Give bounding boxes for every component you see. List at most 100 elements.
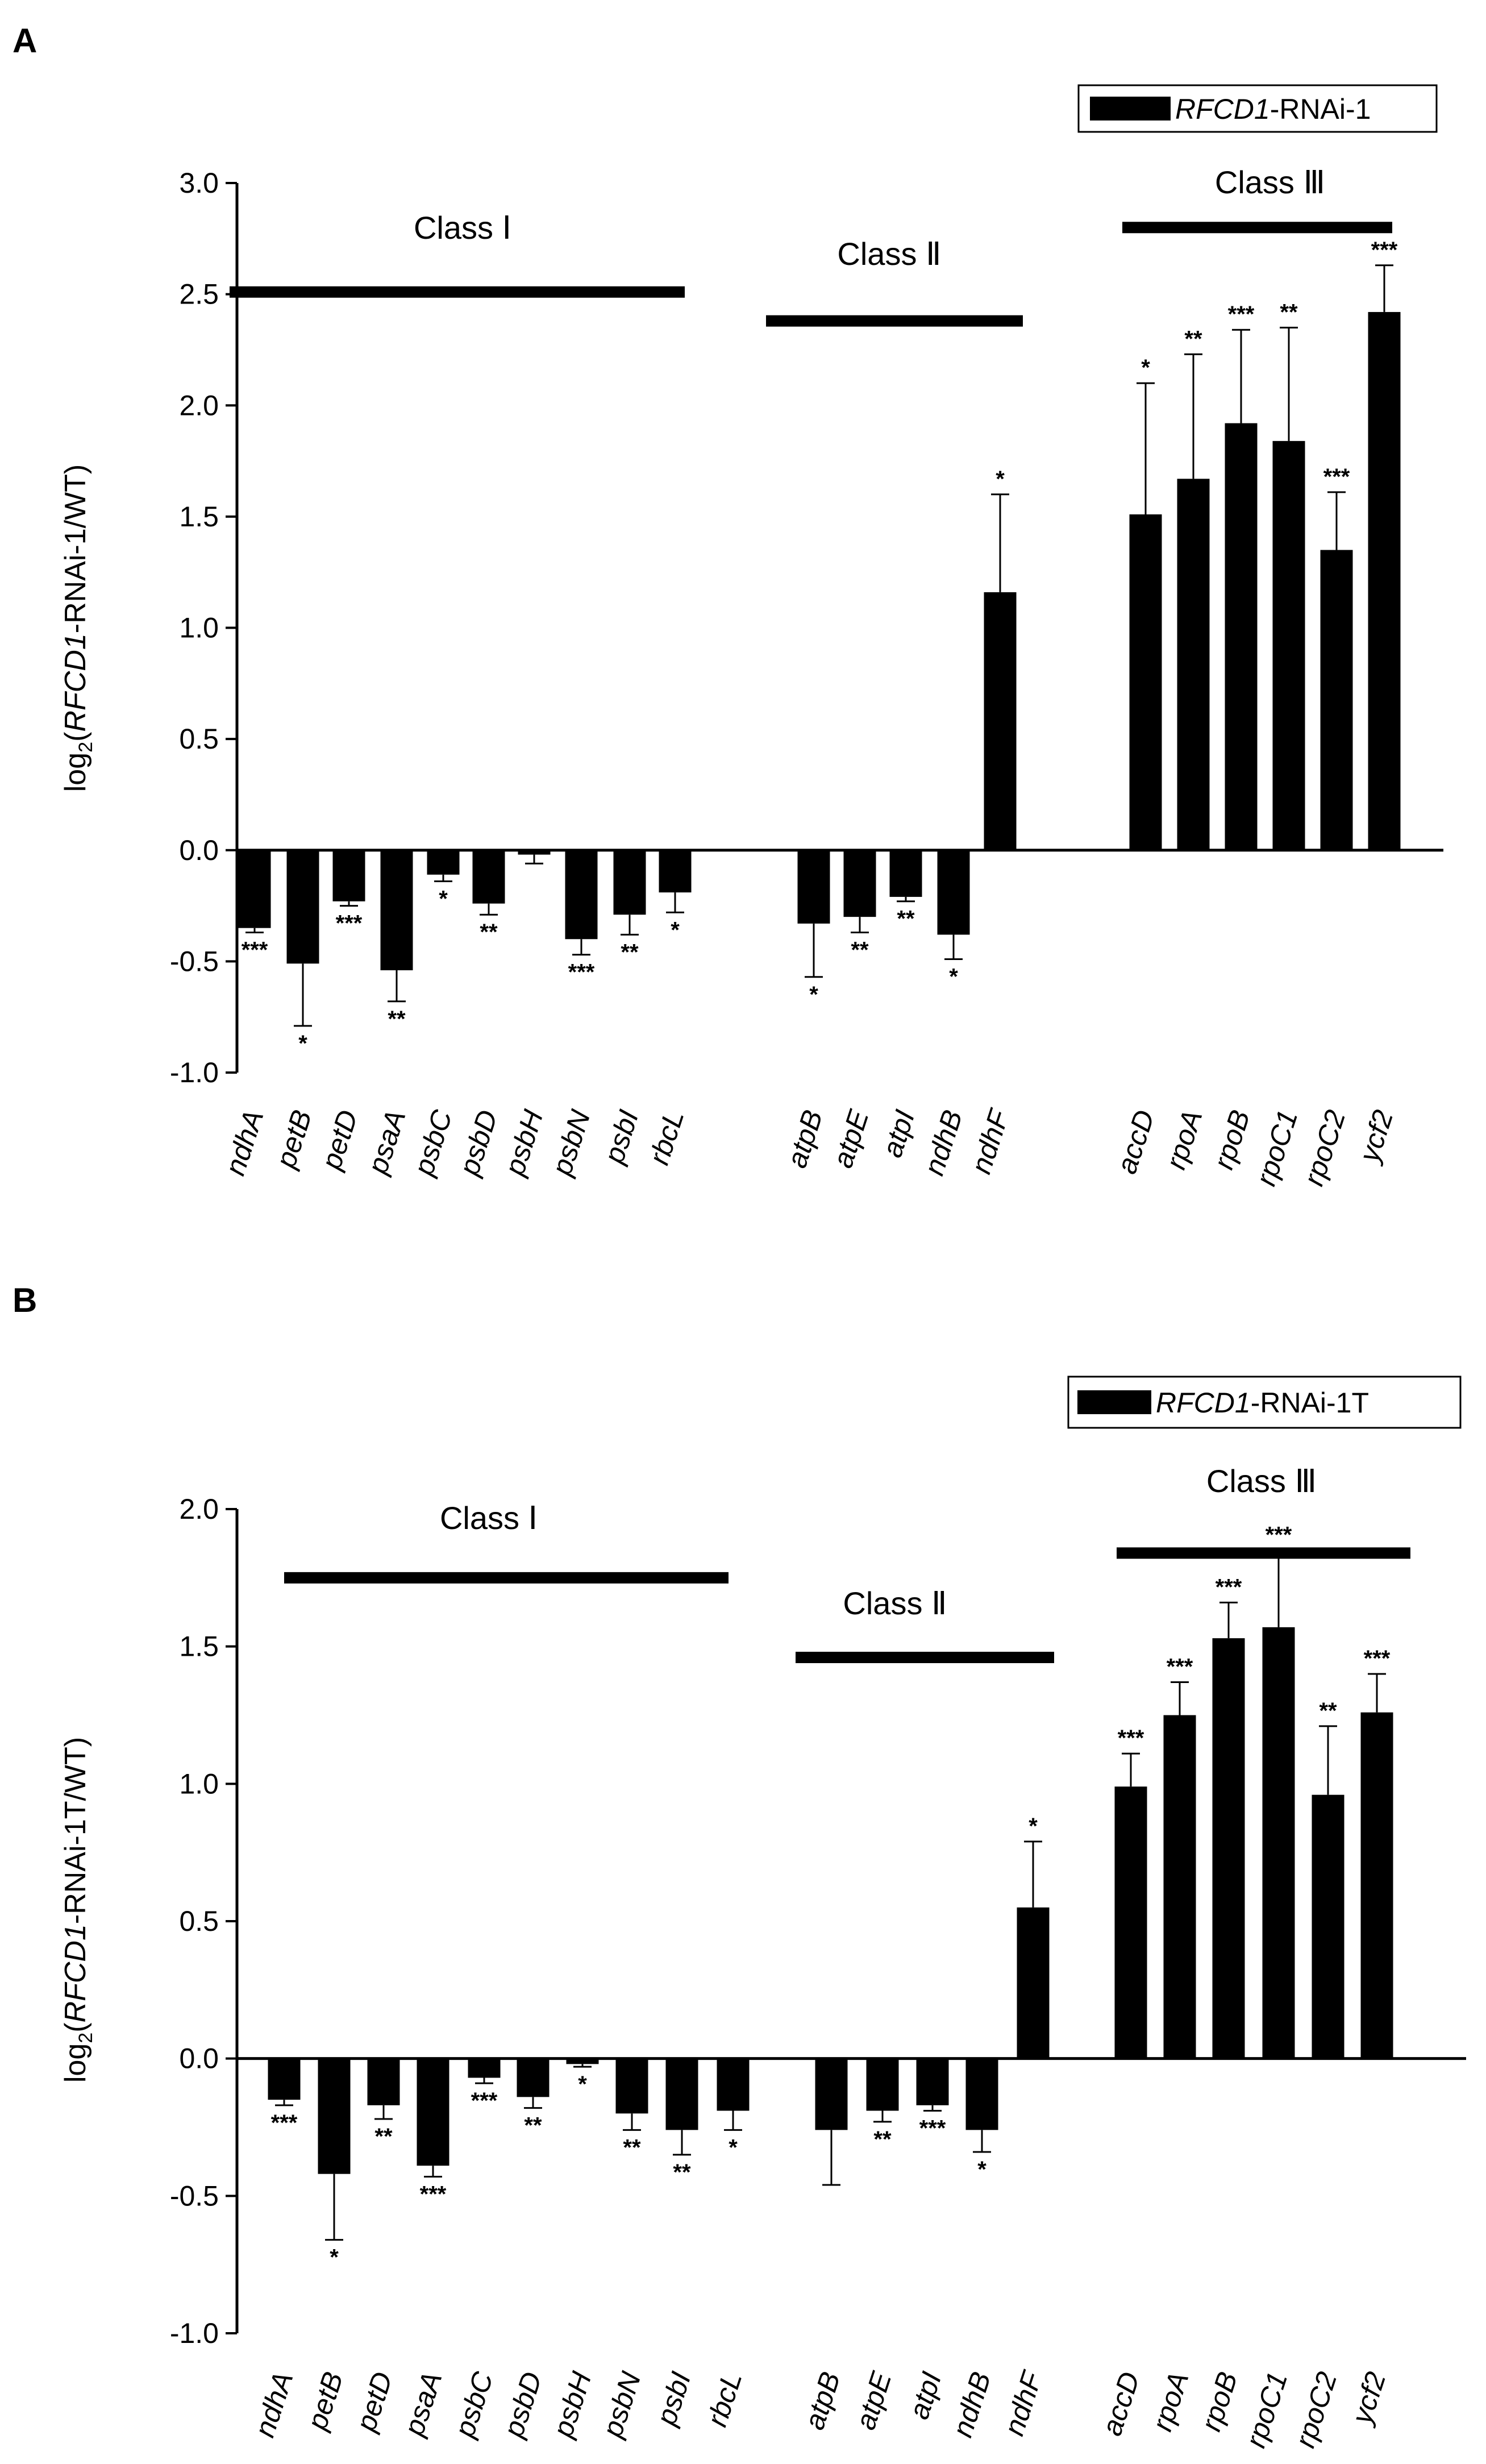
bar-atpB	[797, 850, 830, 924]
significance-petB: *	[298, 1031, 307, 1056]
y-tick-label: -0.5	[170, 945, 219, 977]
x-tick-label-rbcL: rbcL	[701, 2368, 748, 2430]
legend-gene: RFCD1	[1175, 93, 1270, 125]
x-tick-label-petB: petB	[269, 1106, 318, 1173]
significance-rpoB: ***	[1216, 1574, 1242, 1599]
x-tick-label-petD: petD	[315, 1106, 364, 1174]
significance-rpoB: ***	[1228, 302, 1255, 327]
significance-rpoC2: ***	[1323, 464, 1350, 489]
class-label-1: Class Ⅰ	[440, 1500, 538, 1536]
y-tick-label: 3.0	[179, 167, 219, 199]
chart-panel-b: BRFCD1-RNAi-1T-1.0-0.50.00.51.01.52.0log…	[13, 1281, 1466, 2451]
legend-label: RFCD1-RNAi-1T	[1156, 1387, 1369, 1419]
legend-suffix: -RNAi-1	[1270, 93, 1371, 125]
y-axis-title-gene: RFCD1	[59, 1924, 92, 2022]
x-tick-label-psbN: psbN	[546, 1106, 597, 1180]
bar-rpoC2	[1320, 550, 1353, 850]
y-tick-label: 0.0	[179, 2043, 219, 2075]
legend-label: RFCD1-RNAi-1	[1175, 93, 1371, 125]
bar-psbH	[518, 850, 551, 855]
x-tick-label-rpoA: rpoA	[1146, 2368, 1195, 2435]
x-tick-label-ycf2: ycf2	[1345, 2368, 1392, 2429]
x-tick-label-psbH: psbH	[547, 2367, 598, 2442]
bar-petD	[332, 850, 365, 901]
x-tick-label-rpoC2: rpoC2	[1297, 1106, 1351, 1190]
class-label-1: Class Ⅰ	[414, 210, 511, 246]
class-label-3: Class Ⅲ	[1206, 1463, 1317, 1499]
significance-ndhA: ***	[271, 2110, 298, 2135]
x-tick-label-petD: petD	[349, 2368, 399, 2436]
x-tick-label-rbcL: rbcL	[643, 1106, 690, 1169]
chart-panel-a: ARFCD1-RNAi-1-1.0-0.50.00.51.01.52.02.53…	[13, 22, 1443, 1190]
x-tick-label-ndhA: ndhA	[248, 2368, 299, 2441]
bar-psbN	[615, 2058, 648, 2114]
x-tick-label-atpI: atpI	[876, 1106, 921, 1161]
significance-ndhF: *	[1029, 1814, 1038, 1839]
x-tick-label-rpoC2: rpoC2	[1289, 2368, 1343, 2451]
bar-ndhF	[1017, 1907, 1050, 2059]
y-tick-label: 2.5	[179, 279, 219, 310]
bar-atpI	[889, 850, 922, 897]
bar-rpoC1	[1262, 1627, 1295, 2059]
x-tick-label-rpoB: rpoB	[1208, 1106, 1256, 1173]
y-axis-title-prefix: log	[59, 2043, 92, 2083]
x-tick-label-accD: accD	[1110, 1106, 1160, 1178]
bar-rpoB	[1212, 1638, 1245, 2059]
significance-psaA: ***	[420, 2182, 447, 2207]
x-tick-label-ndhB: ndhB	[946, 2368, 997, 2441]
y-axis-title-rest: -RNAi-1/WT)	[59, 464, 92, 634]
y-axis-title-open: (	[59, 2022, 92, 2033]
bar-petB	[286, 850, 319, 964]
significance-psbC: ***	[471, 2088, 498, 2113]
significance-accD: ***	[1118, 1726, 1144, 1751]
significance-petB: *	[330, 2245, 339, 2270]
bar-petD	[367, 2058, 400, 2105]
bar-rpoA	[1177, 479, 1210, 850]
x-tick-label-accD: accD	[1096, 2368, 1146, 2440]
bar-psbI	[613, 850, 646, 915]
significance-atpB: *	[809, 982, 818, 1007]
bar-psbI	[665, 2058, 698, 2130]
x-tick-label-ycf2: ycf2	[1352, 1106, 1400, 1167]
significance-rpoC1: ***	[1266, 1523, 1292, 1548]
y-tick-label: 0.5	[179, 1905, 219, 1937]
y-tick-label: 1.0	[179, 1768, 219, 1800]
bar-psbC	[468, 2058, 501, 2078]
x-tick-label-ndhB: ndhB	[918, 1106, 968, 1179]
y-axis-title-rest: -RNAi-1T/WT)	[59, 1737, 92, 1924]
significance-psbN: **	[623, 2135, 641, 2160]
y-axis-title: log2(RFCD1-RNAi-1T/WT)	[59, 1737, 97, 2083]
bar-rpoC2	[1312, 1794, 1345, 2059]
y-axis-title-subscript: 2	[75, 742, 97, 753]
y-tick-label: 2.0	[179, 389, 219, 421]
significance-psbI: **	[673, 2160, 691, 2185]
y-tick-label: 1.5	[179, 501, 219, 533]
bar-rpoB	[1225, 423, 1258, 850]
y-axis-title-gene: RFCD1	[59, 633, 92, 732]
x-tick-label-atpE: atpE	[826, 1106, 875, 1171]
significance-psbN: ***	[568, 960, 595, 985]
x-tick-label-rpoC1: rpoC1	[1250, 1106, 1304, 1190]
panel-label: A	[13, 22, 37, 60]
bar-ndhB	[965, 2058, 998, 2130]
bar-rbcL	[717, 2058, 750, 2111]
y-tick-label: 1.0	[179, 612, 219, 644]
bar-psbH	[566, 2058, 599, 2064]
bar-rpoC1	[1272, 441, 1305, 850]
legend-suffix: -RNAi-1T	[1251, 1387, 1369, 1419]
bar-psaA	[417, 2058, 449, 2166]
bar-rpoA	[1163, 1715, 1196, 2059]
significance-atpI: ***	[919, 2116, 946, 2141]
x-tick-label-psbI: psbI	[650, 2368, 697, 2430]
bar-ndhF	[984, 592, 1017, 850]
x-tick-label-atpE: atpE	[849, 2367, 897, 2433]
significance-rbcL: *	[729, 2135, 738, 2160]
bar-accD	[1114, 1786, 1147, 2059]
significance-atpE: **	[873, 2127, 892, 2152]
x-tick-label-psbD: psbD	[453, 1106, 504, 1180]
bar-atpI	[916, 2058, 949, 2105]
legend-swatch	[1077, 1390, 1151, 1414]
legend: RFCD1-RNAi-1	[1077, 84, 1438, 133]
y-tick-label: 1.5	[179, 1631, 219, 1663]
y-tick-label: 0.5	[179, 723, 219, 755]
